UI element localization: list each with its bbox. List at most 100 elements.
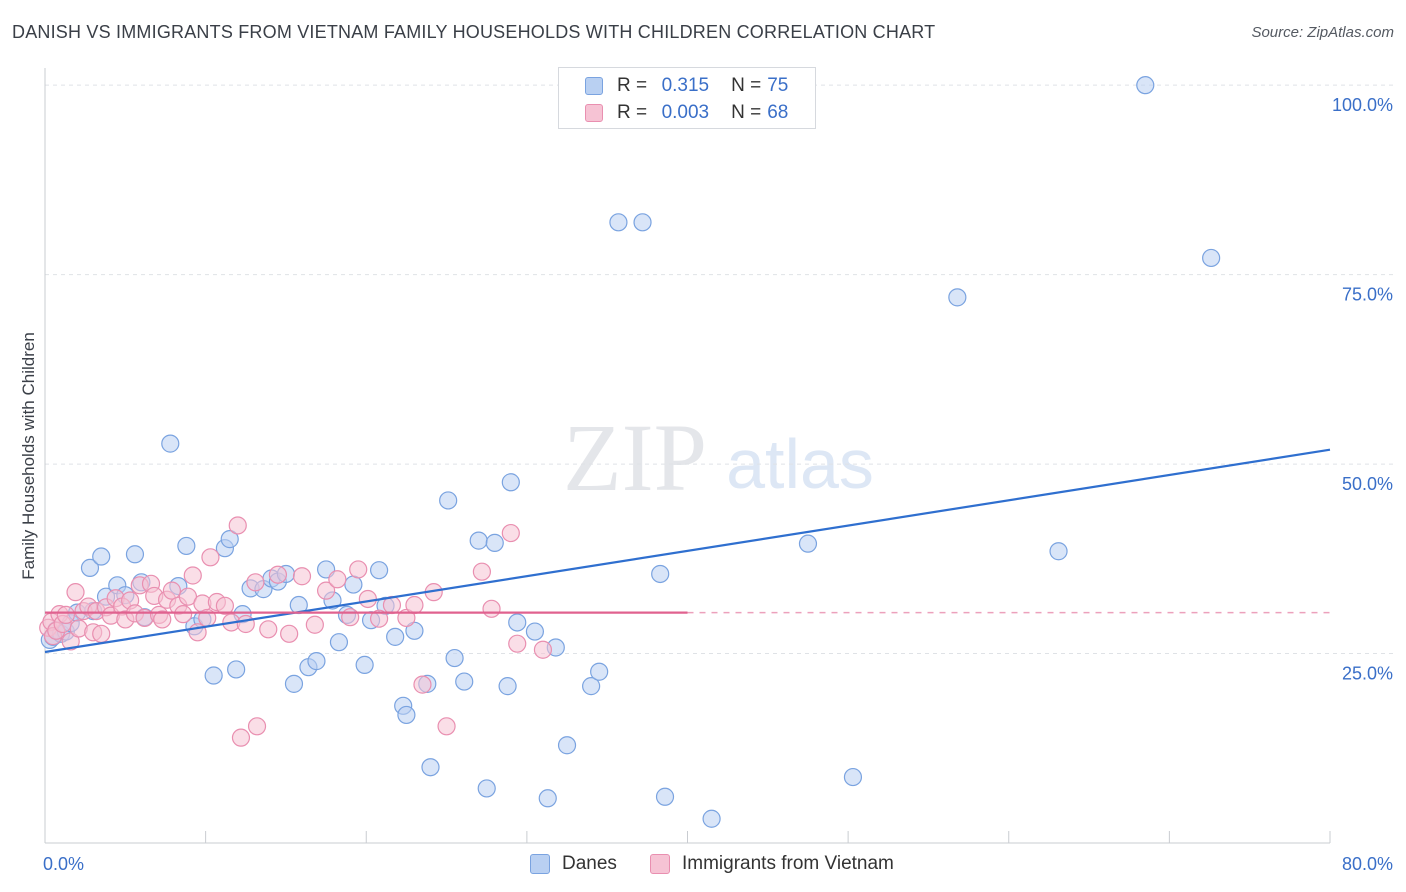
- point-danes-72: [948, 288, 967, 307]
- point-danes-64: [590, 662, 609, 681]
- watermark-zip: ZIP: [563, 404, 707, 511]
- point-danes-37: [329, 633, 349, 652]
- y-tick-label-0: 25.0%: [1342, 664, 1393, 684]
- point-danes-71: [843, 767, 863, 787]
- point-vietnam-62: [437, 717, 456, 736]
- point-danes-53: [469, 531, 488, 550]
- point-vietnam-66: [508, 634, 527, 653]
- x-tick-label-min: 0.0%: [43, 854, 84, 874]
- y-tick-label-1: 50.0%: [1342, 474, 1393, 494]
- point-vietnam-31: [174, 605, 193, 624]
- point-vietnam-41: [228, 516, 247, 535]
- point-danes-46: [397, 705, 416, 725]
- point-vietnam-8: [66, 583, 85, 602]
- point-danes-47: [405, 621, 424, 640]
- point-vietnam-27: [153, 610, 172, 629]
- point-danes-59: [525, 622, 545, 641]
- point-vietnam-63: [472, 562, 491, 581]
- danes-r-label: R =: [617, 75, 648, 96]
- point-danes-9: [92, 547, 111, 566]
- danes-n-value: 75: [767, 75, 789, 96]
- point-vietnam-50: [328, 570, 347, 589]
- point-vietnam-67: [533, 640, 553, 659]
- point-danes-21: [204, 666, 223, 685]
- point-danes-16: [161, 434, 180, 453]
- point-vietnam-39: [215, 596, 234, 615]
- point-danes-74: [1136, 76, 1155, 95]
- point-danes-7: [80, 558, 100, 578]
- vietnam-r-label: R =: [617, 102, 648, 123]
- point-danes-31: [284, 674, 304, 693]
- point-danes-66: [633, 213, 652, 232]
- point-danes-52: [455, 672, 474, 691]
- y-tick-label-3: 100.0%: [1332, 95, 1393, 115]
- point-danes-39: [344, 575, 363, 594]
- danes-swatch: [585, 77, 603, 95]
- point-danes-58: [508, 613, 527, 632]
- point-danes-57: [501, 473, 520, 492]
- point-danes-55: [485, 533, 504, 552]
- bottom-danes-swatch: [530, 854, 550, 874]
- point-vietnam-43: [246, 573, 265, 592]
- point-vietnam-42: [236, 614, 255, 634]
- point-danes-34: [307, 652, 326, 671]
- danes-n-label: N =: [731, 75, 762, 96]
- point-vietnam-53: [358, 589, 377, 609]
- point-vietnam-55: [231, 728, 251, 747]
- bottom-vietnam-label: Immigrants from Vietnam: [682, 853, 894, 874]
- bottom-legend-danes: Danes: [530, 850, 617, 878]
- point-danes-24: [227, 660, 246, 679]
- danes-r-value: 0.315: [661, 75, 710, 96]
- point-danes-60: [538, 789, 557, 808]
- point-danes-40: [355, 655, 374, 675]
- x-tick-label-max: 80.0%: [1342, 854, 1393, 874]
- point-vietnam-56: [247, 717, 267, 736]
- point-vietnam-46: [280, 624, 299, 643]
- point-vietnam-37: [201, 548, 220, 567]
- point-danes-23: [220, 530, 239, 549]
- point-vietnam-47: [292, 567, 312, 586]
- point-vietnam-54: [370, 609, 389, 628]
- vietnam-n-value: 68: [767, 102, 789, 123]
- point-danes-65: [609, 213, 628, 232]
- y-axis-label: Family Households with Children: [19, 332, 38, 580]
- point-vietnam-52: [349, 560, 368, 579]
- point-danes-68: [655, 787, 675, 806]
- point-danes-56: [498, 677, 517, 696]
- chart-title: DANISH VS IMMIGRANTS FROM VIETNAM FAMILY…: [12, 22, 936, 42]
- point-danes-63: [582, 677, 601, 696]
- stats-legend: R = 0.315 N = 75 R = 0.003 N = 68: [558, 67, 816, 129]
- point-vietnam-29: [162, 581, 181, 600]
- point-vietnam-7: [61, 632, 80, 651]
- vietnam-swatch: [585, 104, 603, 122]
- point-vietnam-33: [183, 566, 202, 585]
- y-tick-label-2: 75.0%: [1342, 285, 1393, 305]
- point-vietnam-59: [405, 595, 424, 615]
- bottom-legend-vietnam: Immigrants from Vietnam: [650, 850, 894, 878]
- point-danes-13: [125, 545, 145, 564]
- point-vietnam-45: [268, 565, 288, 584]
- point-vietnam-60: [413, 675, 432, 694]
- point-vietnam-44: [259, 620, 278, 639]
- point-danes-49: [421, 758, 440, 777]
- point-danes-51: [445, 648, 464, 668]
- point-danes-67: [651, 564, 670, 584]
- point-vietnam-51: [341, 608, 360, 627]
- point-danes-42: [370, 561, 389, 580]
- point-danes-62: [557, 736, 577, 755]
- point-danes-75: [1202, 248, 1221, 268]
- point-danes-73: [1049, 542, 1068, 561]
- trend-line-danes: [44, 448, 1331, 654]
- point-danes-44: [386, 627, 405, 646]
- point-vietnam-6: [56, 605, 75, 624]
- bottom-vietnam-swatch: [650, 854, 670, 874]
- point-danes-70: [798, 534, 818, 553]
- legend-row-vietnam: R = 0.003 N = 68: [585, 100, 806, 126]
- point-vietnam-48: [305, 615, 324, 634]
- legend-row-danes: R = 0.315 N = 75: [585, 73, 806, 99]
- vietnam-r-value: 0.003: [661, 102, 710, 123]
- point-vietnam-49: [316, 581, 336, 600]
- point-danes-54: [477, 779, 496, 798]
- source-label: Source: ZipAtlas.com: [1251, 24, 1394, 41]
